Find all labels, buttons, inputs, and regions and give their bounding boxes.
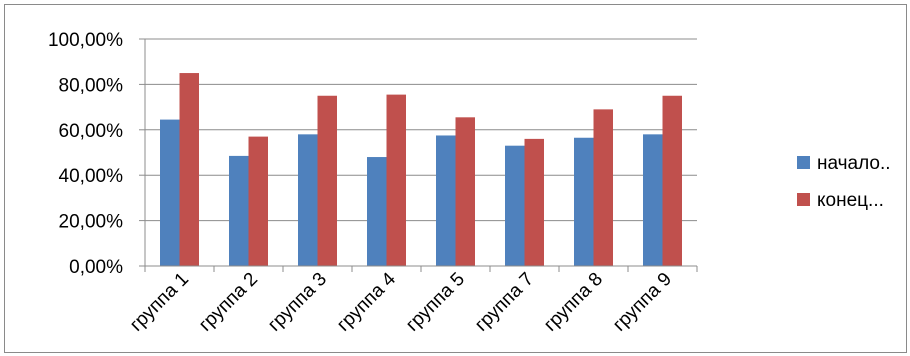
bar-series-1 bbox=[298, 134, 318, 266]
y-axis: 0,00% 20,00% 40,00% 60,00% 80,00% 100,00% bbox=[48, 30, 146, 278]
x-tick-label: группа 2 bbox=[195, 269, 262, 336]
bar-series-2 bbox=[455, 117, 475, 266]
legend-swatch bbox=[797, 156, 810, 169]
x-tick-label: группа 7 bbox=[471, 269, 538, 336]
x-tick-label: группа 4 bbox=[333, 268, 400, 335]
y-tick-label: 20,00% bbox=[59, 212, 124, 233]
y-tick-label: 80,00% bbox=[59, 75, 124, 96]
bar-series-2 bbox=[593, 109, 613, 267]
bar-series-1 bbox=[367, 157, 387, 266]
gridlines bbox=[145, 38, 697, 222]
legend-label: конец... bbox=[817, 190, 884, 211]
y-tick-label: 60,00% bbox=[59, 121, 124, 142]
y-tick-label: 40,00% bbox=[59, 166, 124, 187]
bar-series-2 bbox=[662, 95, 682, 266]
bar-series-2 bbox=[524, 138, 544, 266]
legend-label: начало.. bbox=[817, 153, 891, 174]
bar-series-1 bbox=[505, 145, 525, 266]
bar-series-2 bbox=[317, 95, 337, 266]
bar-series-2 bbox=[179, 73, 199, 266]
y-tick-label: 0,00% bbox=[69, 257, 123, 278]
x-tick-label: группа 9 bbox=[609, 269, 676, 336]
bar-series-1 bbox=[160, 119, 180, 267]
x-axis: группа 1 группа 2 группа 3 группа 4 группа 5… bbox=[126, 265, 698, 336]
y-tick-label: 100,00% bbox=[48, 30, 123, 51]
bars bbox=[160, 73, 682, 267]
bar-series-1 bbox=[643, 134, 663, 266]
x-tick-label: группа 3 bbox=[264, 269, 331, 336]
legend-swatch bbox=[797, 193, 810, 206]
x-tick-label: группа 5 bbox=[402, 269, 469, 336]
bar-series-1 bbox=[436, 135, 456, 266]
x-tick-label: группа 8 bbox=[540, 269, 607, 336]
bar-series-1 bbox=[574, 137, 594, 266]
legend: начало.. конец... bbox=[797, 153, 891, 211]
x-tick-label: группа 1 bbox=[126, 269, 193, 336]
bar-series-2 bbox=[386, 94, 406, 267]
bar-series-2 bbox=[248, 136, 268, 266]
bar-series-1 bbox=[229, 155, 249, 266]
